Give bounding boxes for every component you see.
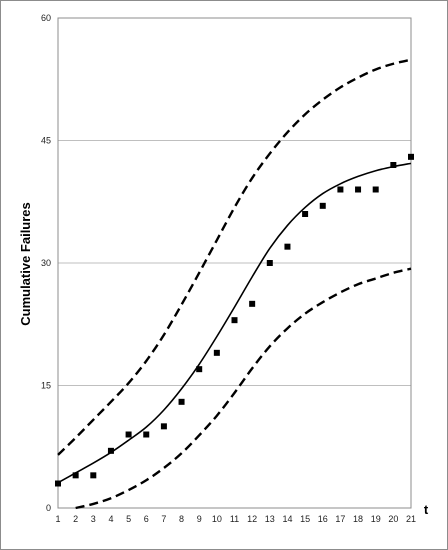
x-tick-label: 3 — [91, 514, 96, 524]
data-point — [231, 317, 238, 324]
x-tick-label: 7 — [161, 514, 166, 524]
data-point — [408, 153, 414, 160]
data-point — [355, 186, 362, 193]
x-tick-label: 20 — [388, 514, 398, 524]
y-tick-label: 45 — [41, 136, 51, 146]
gridlines — [58, 140, 411, 386]
data-point — [284, 243, 291, 250]
x-tick-label: 14 — [282, 514, 292, 524]
x-tick-label: 13 — [265, 514, 275, 524]
data-point — [55, 480, 61, 487]
data-point — [72, 472, 79, 479]
series-lines — [57, 58, 412, 510]
data-point — [107, 447, 114, 454]
y-axis-label: Cumulative Failures — [18, 202, 33, 326]
y-tick-label: 30 — [41, 258, 51, 268]
data-point — [213, 349, 220, 356]
data-point — [143, 431, 150, 438]
x-tick-label: 17 — [335, 514, 345, 524]
x-tick-label: 12 — [247, 514, 257, 524]
x-tick-label: 21 — [406, 514, 416, 524]
x-tick-label: 10 — [212, 514, 222, 524]
data-point — [125, 431, 132, 438]
x-tick-label: 5 — [126, 514, 131, 524]
y-tick-label: 60 — [41, 13, 51, 23]
x-tick-label: 8 — [179, 514, 184, 524]
y-tick-label: 15 — [41, 381, 51, 391]
data-point — [337, 186, 344, 193]
data-point — [372, 186, 379, 193]
data-point — [302, 211, 309, 217]
x-tick-label: 6 — [144, 514, 149, 524]
x-tick-label: 1 — [55, 514, 60, 524]
y-tick-labels: 0 15 30 45 60 — [41, 13, 51, 513]
confidence-bound-line — [57, 58, 412, 456]
data-point — [390, 162, 397, 168]
x-tick-labels: 1 2 3 4 5 6 7 8 9 10 11 12 13 14 15 16 17 18 19 20 21 — [55, 514, 416, 524]
x-tick-label: 2 — [73, 514, 78, 524]
data-point — [249, 300, 256, 307]
data-point — [266, 260, 273, 266]
x-tick-label: 9 — [197, 514, 202, 524]
data-point — [160, 423, 167, 430]
data-points — [55, 153, 414, 487]
x-axis-label: t — [424, 502, 429, 517]
x-tick-label: 16 — [318, 514, 328, 524]
x-tick-label: 15 — [300, 514, 310, 524]
data-point — [196, 366, 203, 373]
fitted-curve — [57, 162, 412, 484]
plot-area — [57, 17, 412, 509]
x-tick-label: 19 — [371, 514, 381, 524]
confidence-bound-line — [75, 267, 412, 510]
data-point — [90, 472, 97, 479]
x-tick-label: 11 — [230, 514, 239, 524]
y-tick-label: 0 — [46, 503, 51, 513]
x-tick-label: 18 — [353, 514, 363, 524]
data-point — [178, 398, 185, 405]
x-tick-label: 4 — [108, 514, 113, 524]
data-point — [319, 202, 326, 209]
